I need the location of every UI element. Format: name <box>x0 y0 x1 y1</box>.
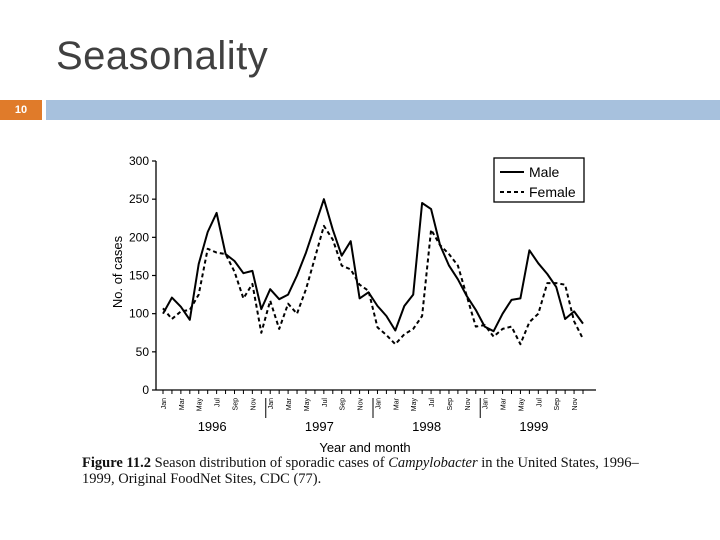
caption-text-after: in the United States, 1996–1999, Origina… <box>82 455 639 487</box>
y-tick-label: 150 <box>129 269 149 283</box>
legend-male-label: Male <box>529 164 560 180</box>
x-tick-label: Jan <box>161 398 168 409</box>
figure-caption: Figure 11.2 Season distribution of spora… <box>82 455 642 487</box>
chart-legend: Male Female <box>493 157 585 203</box>
x-tick-label: Nov <box>572 398 579 411</box>
x-tick-label: Sep <box>554 398 561 411</box>
y-axis-label: No. of cases <box>110 235 125 308</box>
y-tick-label: 250 <box>129 192 149 206</box>
series-line-female <box>162 224 584 346</box>
y-tick-label: 300 <box>129 154 149 168</box>
x-tick-label: Jul <box>536 398 543 407</box>
year-label: 1999 <box>519 419 548 434</box>
x-tick-label: Jul <box>215 398 222 407</box>
x-tick-label: Nov <box>250 398 257 411</box>
x-tick-label: Nov <box>465 398 472 411</box>
x-tick-label: Jul <box>322 398 329 407</box>
caption-text-before: Season distribution of sporadic cases of <box>154 455 385 471</box>
x-tick-label: Sep <box>447 398 454 411</box>
chart-series <box>162 198 584 346</box>
x-tick-label: Mar <box>286 397 293 410</box>
chart-ticks: 0 50 100 150 200 250 300 Jan Mar May Jul Sep Nov Jan M… <box>129 154 584 434</box>
year-label: 1996 <box>198 419 227 434</box>
x-tick-label: May <box>304 398 311 412</box>
caption-organism: Campylobacter <box>388 455 478 471</box>
y-tick-label: 100 <box>129 307 149 321</box>
x-tick-label: Mar <box>393 397 400 410</box>
legend-female-label: Female <box>529 184 576 200</box>
series-line-male <box>162 198 584 333</box>
y-tick-label: 50 <box>136 345 150 359</box>
x-tick-label: Mar <box>179 397 186 410</box>
x-tick-label: Jan <box>268 398 275 409</box>
title-accent-bar <box>46 100 720 120</box>
x-tick-label: Sep <box>340 398 347 411</box>
year-label: 1998 <box>412 419 441 434</box>
caption-figure-label: Figure 11.2 <box>82 455 152 471</box>
x-tick-label: Jan <box>375 398 382 409</box>
x-tick-label: Nov <box>358 398 365 411</box>
slide-title: Seasonality <box>56 34 269 78</box>
y-tick-label: 0 <box>142 383 149 397</box>
x-tick-label: Mar <box>501 397 508 410</box>
x-tick-label: Jul <box>429 398 436 407</box>
x-tick-label: Sep <box>232 398 239 411</box>
x-axis-label: Year and month <box>319 440 410 455</box>
x-tick-label: May <box>197 398 204 412</box>
x-tick-label: Jan <box>483 398 490 409</box>
x-tick-label: May <box>411 398 418 412</box>
y-tick-label: 200 <box>129 230 149 244</box>
x-tick-label: May <box>518 398 525 412</box>
year-label: 1997 <box>305 419 334 434</box>
slide-number: 10 <box>0 100 42 120</box>
legend-box <box>493 157 585 203</box>
